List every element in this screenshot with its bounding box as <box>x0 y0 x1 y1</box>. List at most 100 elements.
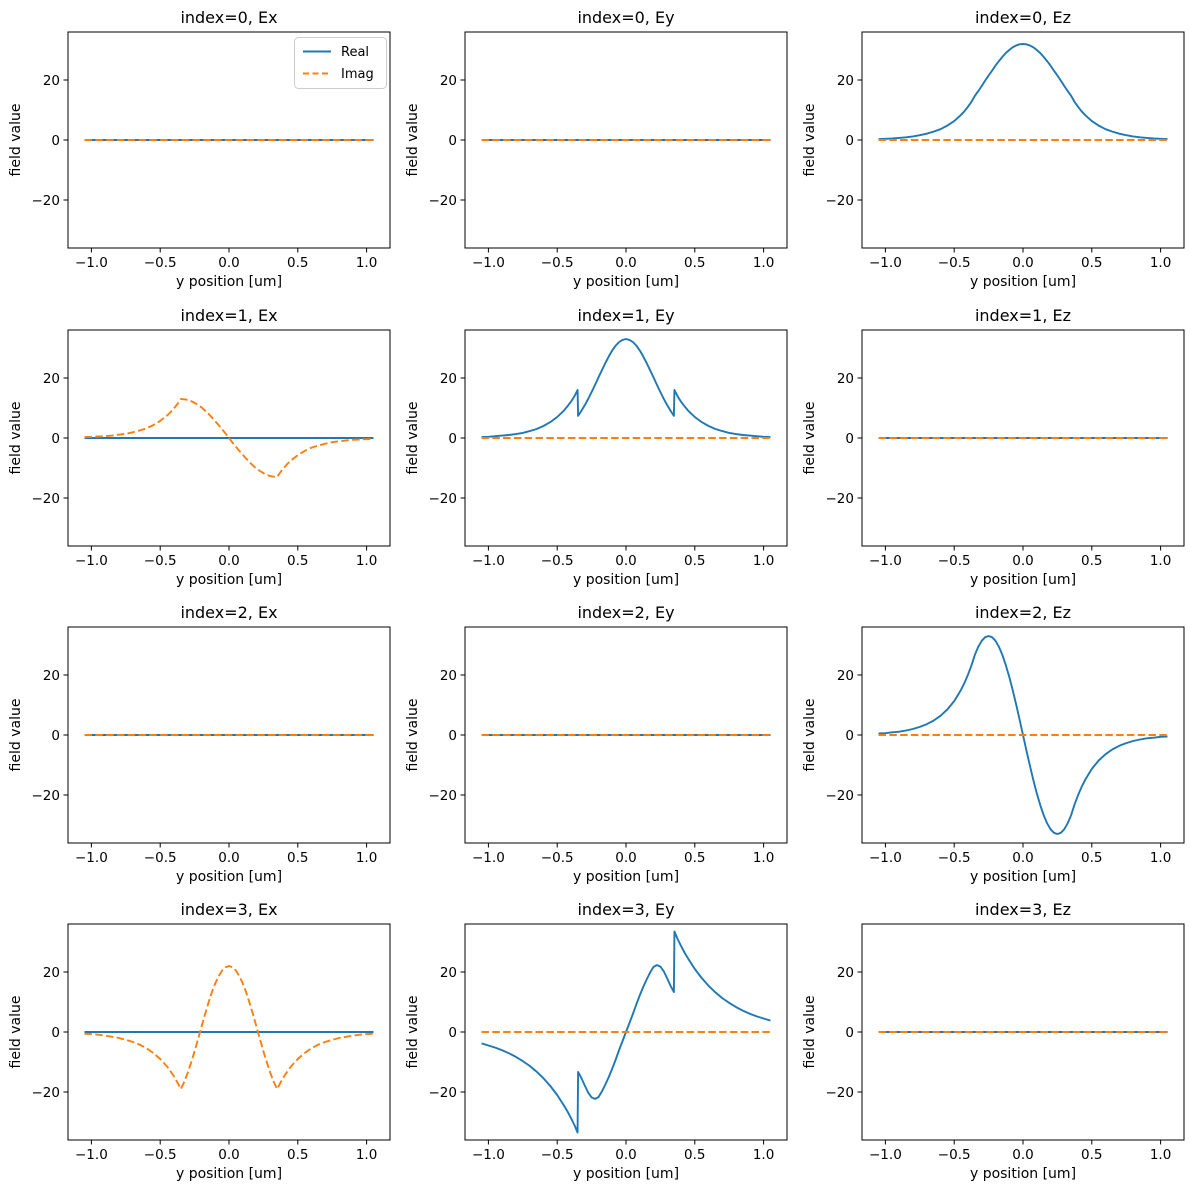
y-tick-label: −20 <box>32 491 61 507</box>
x-tick-label: 0.0 <box>1012 553 1033 569</box>
subplot-title: index=1, Ex <box>180 306 277 325</box>
y-tick-label: −20 <box>826 193 855 209</box>
y-axis-label: field value <box>8 699 24 772</box>
x-tick-label: 0.5 <box>684 850 705 866</box>
subplot-canvas: −1.0 −0.5 0.0 0.5 1.0 −20 0 20 index=1, Ex y posi… <box>8 306 391 588</box>
y-tick-label: 0 <box>51 431 60 447</box>
x-tick-label: 1.0 <box>1150 255 1171 271</box>
y-axis-label: field value <box>405 996 421 1069</box>
y-axis-label: field value <box>405 402 421 475</box>
y-tick-label: 20 <box>440 371 457 387</box>
y-axis-label: field value <box>802 996 818 1069</box>
subplot-index1-Ey: −1.0 −0.5 0.0 0.5 1.0 −20 0 20 index=1, Ey y posi… <box>397 298 793 599</box>
x-tick-label: −0.5 <box>938 1147 971 1163</box>
y-tick-label: 0 <box>448 133 457 149</box>
y-tick-label: 0 <box>845 431 854 447</box>
x-tick-label: −1.0 <box>472 850 505 866</box>
y-tick-label: 0 <box>448 1025 457 1041</box>
x-axis-label: y position [um] <box>970 274 1076 290</box>
x-tick-label: −0.5 <box>541 255 574 271</box>
x-tick-label: −0.5 <box>541 1147 574 1163</box>
y-tick-label: −20 <box>32 193 61 209</box>
y-tick-label: 0 <box>51 1025 60 1041</box>
x-tick-label: −0.5 <box>144 553 177 569</box>
subplot-index1-Ex: −1.0 −0.5 0.0 0.5 1.0 −20 0 20 index=1, Ex y posi… <box>0 298 396 599</box>
x-tick-label: 0.0 <box>615 1147 636 1163</box>
y-axis-label: field value <box>8 104 24 177</box>
x-tick-label: −1.0 <box>869 255 902 271</box>
subplot-title: index=1, Ez <box>975 306 1071 325</box>
x-tick-label: 1.0 <box>1150 850 1171 866</box>
subplot-title: index=0, Ez <box>975 8 1071 27</box>
x-tick-label: 1.0 <box>356 553 377 569</box>
legend: Real Imag <box>294 37 387 89</box>
x-axis-label: y position [um] <box>970 869 1076 885</box>
subplot-title: index=2, Ey <box>577 603 674 622</box>
y-axis-label: field value <box>8 402 24 475</box>
subplot-canvas: −1.0 −0.5 0.0 0.5 1.0 −20 0 20 index=2, Ex y posi… <box>8 603 391 885</box>
x-tick-label: 1.0 <box>753 850 774 866</box>
x-tick-label: 0.5 <box>287 850 308 866</box>
x-tick-label: −0.5 <box>541 850 574 866</box>
y-tick-label: 20 <box>837 668 854 684</box>
y-tick-label: 20 <box>43 965 60 981</box>
y-tick-label: −20 <box>32 788 61 804</box>
x-tick-label: −1.0 <box>75 850 108 866</box>
y-tick-label: 0 <box>51 133 60 149</box>
subplot-canvas: −1.0 −0.5 0.0 0.5 1.0 −20 0 20 index=1, Ey y posi… <box>405 306 788 588</box>
y-axis-label: field value <box>802 104 818 177</box>
y-axis-label: field value <box>405 699 421 772</box>
subplot-canvas: −1.0 −0.5 0.0 0.5 1.0 −20 0 20 index=2, Ey y posi… <box>405 603 788 885</box>
x-tick-label: −1.0 <box>75 553 108 569</box>
subplot-canvas: −1.0 −0.5 0.0 0.5 1.0 −20 0 20 index=3, Ex y posi… <box>8 900 391 1182</box>
y-tick-label: −20 <box>826 788 855 804</box>
x-tick-label: −1.0 <box>869 553 902 569</box>
x-tick-label: 0.0 <box>615 553 636 569</box>
y-tick-label: −20 <box>32 1085 61 1101</box>
x-axis-label: y position [um] <box>176 274 282 290</box>
x-tick-label: 0.0 <box>218 553 239 569</box>
x-tick-label: −0.5 <box>938 850 971 866</box>
x-tick-label: 0.5 <box>684 1147 705 1163</box>
subplot-index1-Ez: −1.0 −0.5 0.0 0.5 1.0 −20 0 20 index=1, Ez y posi… <box>794 298 1190 599</box>
subplot-index0-Ey: −1.0 −0.5 0.0 0.5 1.0 −20 0 20 index=0, Ey y posi… <box>397 0 793 301</box>
subplot-index3-Ey: −1.0 −0.5 0.0 0.5 1.0 −20 0 20 index=3, Ey y posi… <box>397 892 793 1193</box>
x-tick-label: 1.0 <box>753 255 774 271</box>
x-tick-label: −0.5 <box>541 553 574 569</box>
subplot-index2-Ez: −1.0 −0.5 0.0 0.5 1.0 −20 0 20 index=2, Ez y posi… <box>794 595 1190 896</box>
subplot-index2-Ey: −1.0 −0.5 0.0 0.5 1.0 −20 0 20 index=2, Ey y posi… <box>397 595 793 896</box>
y-tick-label: 0 <box>448 728 457 744</box>
y-tick-label: 0 <box>845 728 854 744</box>
subplot-index3-Ez: −1.0 −0.5 0.0 0.5 1.0 −20 0 20 index=3, Ez y posi… <box>794 892 1190 1193</box>
x-tick-label: −0.5 <box>938 553 971 569</box>
subplot-canvas: −1.0 −0.5 0.0 0.5 1.0 −20 0 20 index=0, Ey y posi… <box>405 8 788 290</box>
x-tick-label: 0.0 <box>1012 1147 1033 1163</box>
y-axis-label: field value <box>802 699 818 772</box>
imag-line <box>84 965 374 1090</box>
subplot-title: index=0, Ey <box>577 8 674 27</box>
subplot-title: index=3, Ex <box>180 900 277 919</box>
y-tick-label: −20 <box>429 788 458 804</box>
subplot-title: index=2, Ez <box>975 603 1071 622</box>
subplot-title: index=2, Ex <box>180 603 277 622</box>
subplot-title: index=3, Ez <box>975 900 1071 919</box>
x-tick-label: −1.0 <box>75 1147 108 1163</box>
x-tick-label: −0.5 <box>144 1147 177 1163</box>
y-tick-label: 20 <box>837 371 854 387</box>
x-tick-label: 0.5 <box>1081 1147 1102 1163</box>
subplot-canvas: −1.0 −0.5 0.0 0.5 1.0 −20 0 20 index=3, Ez y posi… <box>802 900 1185 1182</box>
x-axis-label: y position [um] <box>573 572 679 588</box>
legend-label-real: Real <box>341 45 369 60</box>
y-tick-label: 0 <box>845 133 854 149</box>
legend-label-imag: Imag <box>341 67 374 82</box>
x-tick-label: 1.0 <box>1150 1147 1171 1163</box>
x-axis-label: y position [um] <box>176 869 282 885</box>
y-tick-label: 20 <box>440 965 457 981</box>
y-tick-label: 20 <box>837 73 854 89</box>
x-axis-label: y position [um] <box>573 274 679 290</box>
subplot-canvas: −1.0 −0.5 0.0 0.5 1.0 −20 0 20 index=0, Ex y posi… <box>8 8 391 290</box>
y-tick-label: −20 <box>429 1085 458 1101</box>
y-tick-label: −20 <box>429 491 458 507</box>
x-tick-label: 0.5 <box>684 553 705 569</box>
x-tick-label: 0.5 <box>1081 553 1102 569</box>
